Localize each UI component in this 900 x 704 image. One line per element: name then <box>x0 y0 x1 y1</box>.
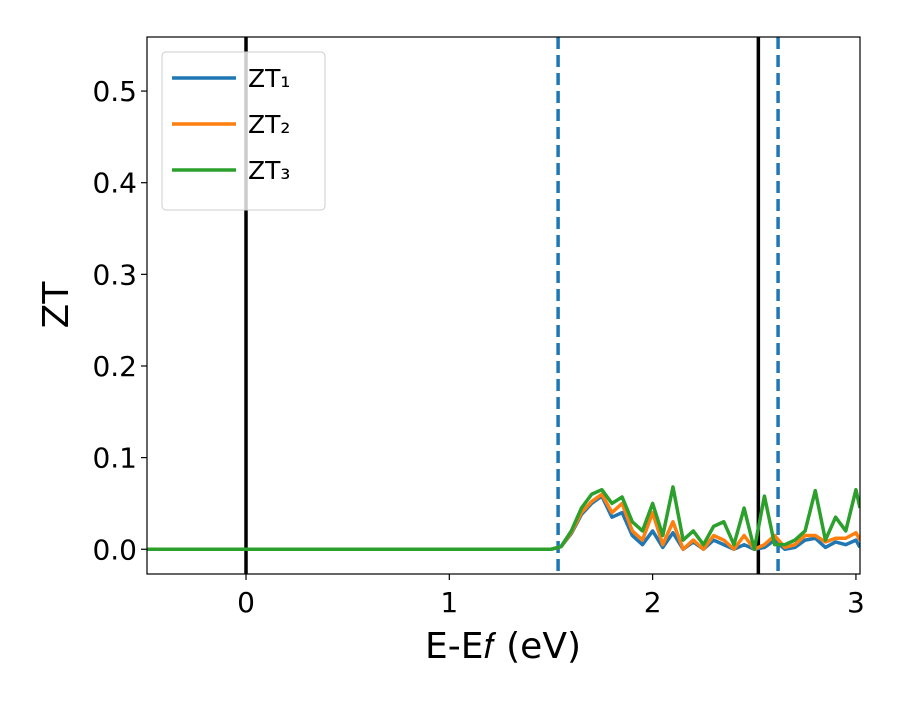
legend-box <box>161 51 326 211</box>
y-tick-label: 0.2 <box>92 350 137 383</box>
x-tick-label: 3 <box>847 586 865 619</box>
x-tick-label: 2 <box>644 586 662 619</box>
series-line <box>147 492 860 552</box>
legend: ZT₁ ZT₂ ZT₃ <box>161 51 326 211</box>
x-tick-label: 1 <box>440 586 458 619</box>
y-tick-label: 0.0 <box>92 533 137 566</box>
y-axis-label: ZT <box>36 281 77 329</box>
x-tick-label: 0 <box>237 586 255 619</box>
legend-label: ZT₂ <box>248 110 290 139</box>
legend-label: ZT₁ <box>248 64 290 93</box>
axes-frame <box>146 36 861 575</box>
y-tick-label: 0.5 <box>92 75 137 108</box>
y-tick-label: 0.1 <box>92 442 137 475</box>
legend-label: ZT₃ <box>248 156 290 185</box>
x-axis-label: E-E𝑓 (eV) <box>425 626 581 667</box>
plot-area <box>147 37 860 574</box>
y-tick-label: 0.3 <box>92 258 137 291</box>
y-tick-label: 0.4 <box>92 167 137 200</box>
series-line <box>147 485 860 552</box>
